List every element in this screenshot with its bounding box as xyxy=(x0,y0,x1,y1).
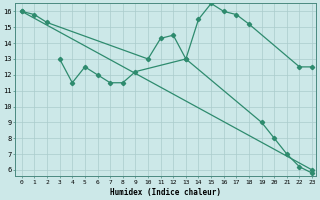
X-axis label: Humidex (Indice chaleur): Humidex (Indice chaleur) xyxy=(110,188,221,197)
